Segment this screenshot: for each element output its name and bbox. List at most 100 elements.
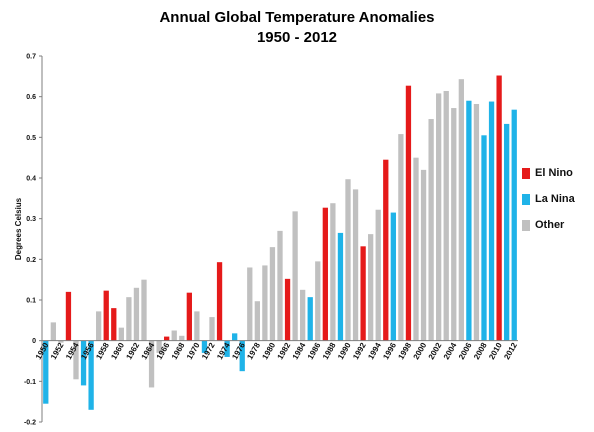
bar-1987 [322,207,328,341]
bar-1981 [277,230,283,341]
bar-1984 [300,289,306,341]
legend-item-other: Other [522,214,592,236]
bar-1963 [141,279,147,341]
bar-1959 [111,308,117,341]
bar-1989 [337,232,344,341]
bar-1966 [164,336,170,341]
bar-1971 [201,340,208,353]
x-tick-label-1984: 1984 [291,341,308,361]
bar-1997 [398,134,404,341]
x-tick-label-2010: 2010 [487,341,504,361]
legend-label-elnino: El Nino [535,167,573,179]
bar-2005 [458,79,464,341]
bar-1972 [209,317,215,341]
bar-1990 [345,179,351,341]
x-tick-label-2004: 2004 [442,341,459,361]
bar-1967 [171,330,177,341]
legend-swatch-lanina [522,193,530,205]
legend-item-lanina: La Nina [522,188,592,210]
y-tick-label: 0.7 [26,54,36,61]
x-tick-label-1978: 1978 [245,341,262,361]
x-tick-label-1952: 1952 [49,341,66,361]
bar-1980 [269,247,276,341]
bar-2008 [481,135,487,341]
bar-1961 [126,297,132,341]
bar-2009 [488,101,495,341]
legend-label-lanina: La Nina [535,193,575,205]
x-tick-label-2006: 2006 [457,341,474,361]
x-tick-label-2002: 2002 [427,341,444,361]
bar-1968 [179,335,185,341]
y-tick-label: 0.6 [26,94,36,101]
x-tick-label-1962: 1962 [124,341,141,361]
bar-1958 [103,290,109,341]
bar-1999 [413,157,419,341]
bar-1955 [80,340,87,386]
bar-1962 [133,287,140,341]
bar-1969 [186,292,192,341]
y-tick-label: 0.1 [26,298,36,305]
bar-1973 [216,262,223,341]
bar-1988 [330,203,336,341]
bar-2012 [511,109,517,341]
bar-1975 [232,333,238,341]
chart-title-line: Annual Global Temperature Anomalies [159,9,435,26]
bar-1982 [284,278,291,341]
bar-1993 [368,234,374,341]
bar-1977 [247,267,253,341]
x-tick-label-1960: 1960 [109,341,126,361]
bar-1983 [292,211,298,341]
bar-2007 [473,103,480,341]
bar-1965 [156,340,162,353]
y-tick-label: -0.1 [24,379,36,386]
chart-subtitle-line: 1950 - 2012 [256,29,338,46]
x-tick-label-1986: 1986 [306,341,323,361]
bar-1986 [315,261,321,341]
bar-1954 [73,340,79,380]
bar-1976 [239,340,245,372]
bar-1994 [375,209,381,341]
bar-1979 [262,265,268,341]
bar-1953 [65,291,72,341]
bar-1992 [360,246,366,341]
legend-swatch-elnino [522,167,530,179]
x-tick-label-1994: 1994 [366,341,383,361]
bar-1974 [224,340,230,357]
bar-1996 [390,212,396,341]
x-tick-label-2012: 2012 [502,341,519,361]
chart-legend: El Nino La Nina Other [522,162,592,240]
y-tick-label: 0.3 [26,216,36,223]
x-tick-label-1982: 1982 [276,341,293,361]
bar-1998 [405,85,412,341]
x-tick-label-2008: 2008 [472,341,489,361]
bar-2006 [466,100,472,341]
bar-1970 [194,311,200,341]
bar-1957 [96,311,102,341]
bar-1950 [43,340,49,404]
bar-2001 [428,119,434,341]
y-axis-title: Degrees Celsius [14,197,23,260]
x-tick-label-1968: 1968 [170,341,187,361]
x-tick-label-1988: 1988 [321,341,338,361]
legend-swatch-other [522,219,530,231]
bar-1985 [307,297,313,341]
y-tick-label: 0.4 [26,176,36,183]
legend-item-elnino: El Nino [522,162,592,184]
bar-1978 [254,301,260,341]
bar-1964 [148,340,155,388]
bar-1995 [383,159,389,341]
x-tick-label-1992: 1992 [351,341,368,361]
bar-2010 [496,75,502,341]
x-tick-label-1990: 1990 [336,341,353,361]
y-tick-label: 0.5 [26,135,36,142]
y-tick-label: 0.2 [26,257,36,264]
x-tick-label-1998: 1998 [396,341,413,361]
legend-label-other: Other [535,219,565,231]
x-tick-label-1996: 1996 [381,341,398,361]
bar-2003 [443,90,449,341]
x-tick-label-2000: 2000 [412,341,429,361]
bar-1991 [352,189,359,341]
bar-1956 [88,340,94,410]
